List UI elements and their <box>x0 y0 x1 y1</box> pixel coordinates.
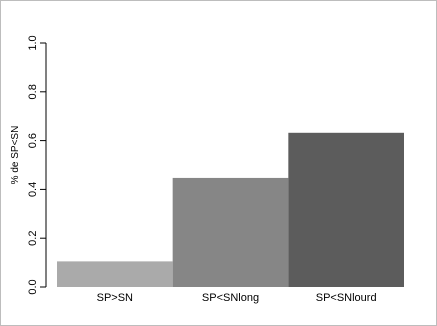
bars-group <box>57 132 404 287</box>
y-tick-label: 0.2 <box>27 231 39 246</box>
y-tick-label: 0.4 <box>27 182 39 197</box>
x-tick-label: SP>SN <box>97 292 133 304</box>
x-tick-labels: SP>SN SP<SNlong SP<SNlourd <box>97 292 377 304</box>
y-ticks: 0.0 0.2 0.4 0.6 0.8 1.0 <box>27 35 46 295</box>
y-tick-label: 0.0 <box>27 279 39 294</box>
x-tick-label: SP<SNlong <box>202 292 259 304</box>
x-tick-label: SP<SNlourd <box>316 292 377 304</box>
bar-1 <box>172 177 289 287</box>
y-tick-label: 0.6 <box>27 133 39 148</box>
bar-0 <box>57 261 173 287</box>
y-axis: 0.0 0.2 0.4 0.6 0.8 1.0 <box>27 35 47 295</box>
y-axis-title: % de SP<SN <box>10 126 21 185</box>
y-tick-label: 0.8 <box>27 84 39 99</box>
bar-2 <box>288 132 404 287</box>
y-tick-label: 1.0 <box>27 35 39 50</box>
